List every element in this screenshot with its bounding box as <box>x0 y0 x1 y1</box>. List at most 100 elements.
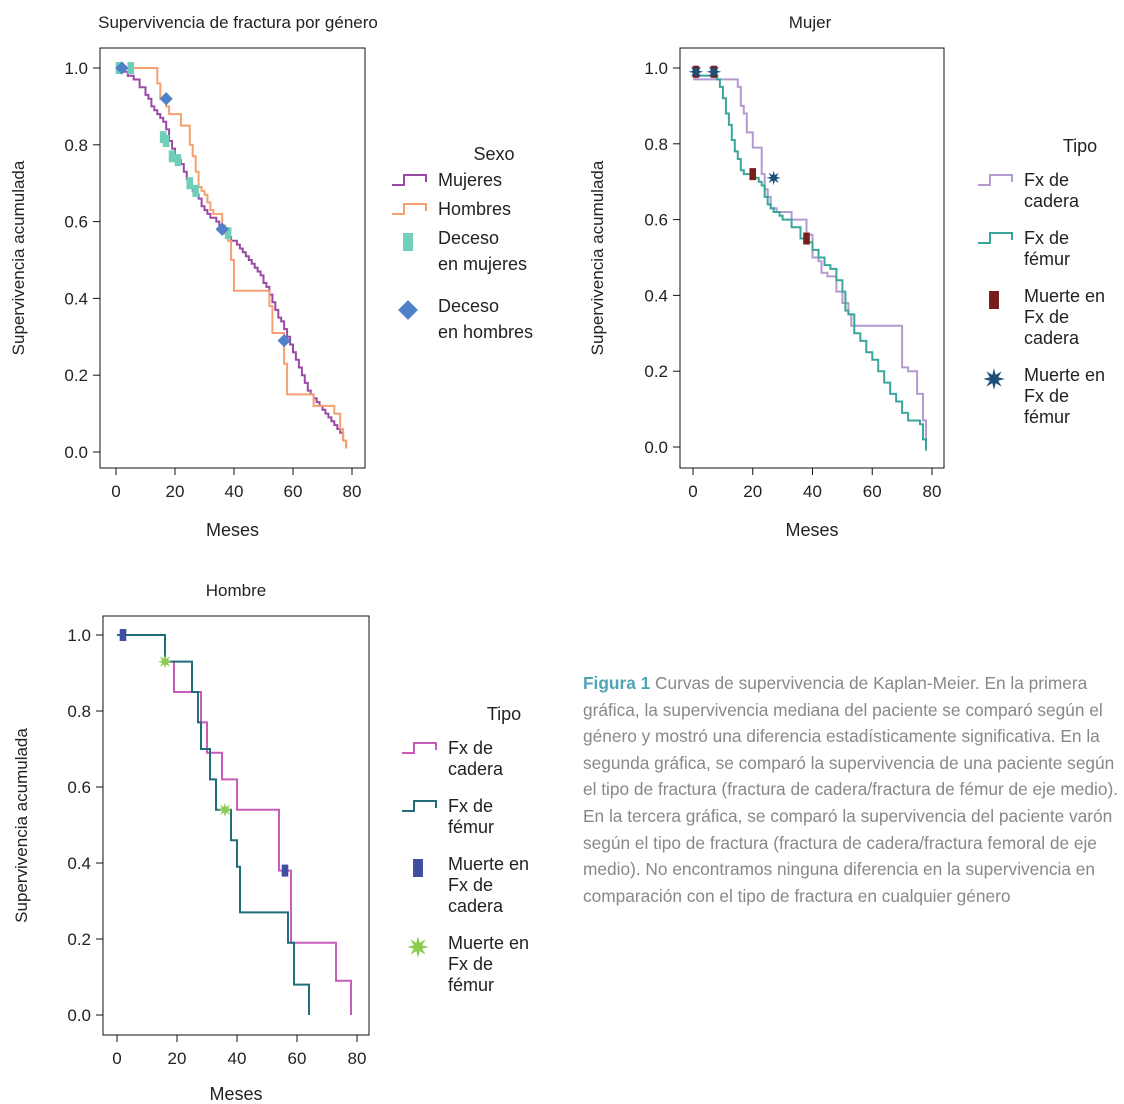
series-line-1 <box>117 634 352 1015</box>
x-tick-label: 60 <box>284 482 303 501</box>
data-point <box>217 802 233 817</box>
data-point <box>281 864 289 877</box>
legend-label-1: Fx de <box>448 738 493 758</box>
data-point <box>168 150 176 163</box>
y-tick-label: 0.4 <box>64 289 88 308</box>
y-tick-label: 0.2 <box>644 362 668 381</box>
legend-label-1: cadera <box>448 759 504 779</box>
x-axis-label: Meses <box>785 520 838 540</box>
x-tick-label: 0 <box>688 482 697 501</box>
x-tick-label: 80 <box>343 482 362 501</box>
legend-swatch-1 <box>402 742 437 754</box>
y-tick-label: 0.4 <box>644 286 668 305</box>
legend-label-3: Fx de <box>448 875 493 895</box>
x-tick-label: 0 <box>112 1049 121 1068</box>
legend-label-1: Mujeres <box>438 170 502 190</box>
chart-2: Mujer 0 20 40 60 80 Meses 0.0 0.2 0.4 0.6 0.8 1.0 Sup… <box>588 13 1105 540</box>
x-tick-label: 40 <box>228 1049 247 1068</box>
plot-frame <box>102 615 370 1036</box>
y-axis: 0.0 0.2 0.4 0.6 0.8 1.0 <box>644 59 680 457</box>
y-axis: 0.0 0.2 0.4 0.6 0.8 1.0 <box>64 59 100 462</box>
data-point <box>127 62 135 74</box>
legend-swatch-1 <box>392 174 427 186</box>
legend-label-3: Deceso <box>438 228 499 248</box>
series-line-1 <box>693 78 927 440</box>
legend-label-3: cadera <box>1024 328 1080 348</box>
y-tick-label: 0.6 <box>67 778 91 797</box>
x-axis-label: Meses <box>206 520 259 540</box>
data-point <box>766 170 781 186</box>
y-tick-label: 0.4 <box>67 854 91 873</box>
figure-label: Figura 1 <box>583 673 651 693</box>
data-point <box>115 61 129 75</box>
marker-group-1 <box>119 629 289 877</box>
y-tick-label: 0.8 <box>67 702 91 721</box>
y-tick-label: 0.8 <box>64 136 88 155</box>
data-point <box>157 654 173 669</box>
y-tick-label: 0.8 <box>644 135 668 154</box>
data-point <box>174 154 182 167</box>
figure-caption: Figura 1 Curvas de supervivencia de Kapl… <box>583 670 1123 909</box>
y-tick-label: 1.0 <box>64 59 88 78</box>
caption-text: Curvas de supervivencia de Kaplan-Meier.… <box>583 673 1119 906</box>
x-tick-label: 0 <box>111 482 120 501</box>
x-axis-label: Meses <box>209 1084 262 1104</box>
y-tick-label: 1.0 <box>67 626 91 645</box>
chart-title: Hombre <box>206 581 266 600</box>
x-axis: 0 20 40 60 80 <box>112 1035 366 1068</box>
legend: Sexo Mujeres Hombres Deceso en mujeres Deceso… <box>392 144 533 342</box>
legend-label-4: Fx de <box>448 954 493 974</box>
x-tick-label: 20 <box>168 1049 187 1068</box>
legend-label-3: cadera <box>448 896 504 916</box>
x-tick-label: 80 <box>348 1049 367 1068</box>
y-tick-label: 0.0 <box>67 1006 91 1025</box>
legend-label-2: Hombres <box>438 199 511 219</box>
legend-label-2: Fx de <box>448 796 493 816</box>
x-axis: 0 20 40 60 80 <box>111 468 361 501</box>
legend-label-1: Fx de <box>1024 170 1069 190</box>
legend-label-4: Deceso <box>438 296 499 316</box>
legend-label-3: en mujeres <box>438 254 527 274</box>
marker-group-2 <box>688 64 781 186</box>
legend-label-3: Muerte en <box>1024 286 1105 306</box>
legend-label-4: Muerte en <box>448 933 529 953</box>
marker-group-2 <box>115 61 291 348</box>
legend-swatch-2 <box>402 800 437 812</box>
legend-title: Sexo <box>473 144 514 164</box>
legend-label-4: Muerte en <box>1024 365 1105 385</box>
legend-label-2: Fx de <box>1024 228 1069 248</box>
data-point <box>186 177 194 190</box>
legend-label-2: fémur <box>448 817 494 837</box>
legend-label-4: en hombres <box>438 322 533 342</box>
data-point <box>706 64 722 79</box>
data-point <box>803 232 810 245</box>
data-point <box>688 64 704 79</box>
legend-label-4: fémur <box>1024 407 1070 427</box>
data-point <box>749 168 757 181</box>
x-tick-label: 60 <box>288 1049 307 1068</box>
chart-title: Mujer <box>789 13 832 32</box>
series-line-2 <box>693 74 927 451</box>
x-tick-label: 20 <box>743 482 762 501</box>
y-tick-label: 0.6 <box>644 211 668 230</box>
x-tick-label: 60 <box>863 482 882 501</box>
chart-3: Hombre 0 20 40 60 80 Meses 0.0 0.2 0.4 0.6 0.8 1.0 Su… <box>12 581 529 1104</box>
legend-label-4: Fx de <box>1024 386 1069 406</box>
y-axis-label: Supervivencia acumulada <box>588 160 607 355</box>
data-point <box>215 222 229 236</box>
marker-group-2 <box>157 654 233 817</box>
legend-swatch-3 <box>413 859 423 877</box>
y-axis-label: Supervivencia acumulada <box>9 160 28 355</box>
data-point <box>192 184 199 197</box>
legend-label-4: fémur <box>448 975 494 995</box>
data-point <box>159 92 173 106</box>
data-point <box>224 227 232 240</box>
legend-swatch-2 <box>392 203 427 215</box>
data-point <box>277 334 291 348</box>
data-point <box>162 134 170 147</box>
legend-swatch-4 <box>407 936 429 958</box>
x-tick-label: 80 <box>923 482 942 501</box>
y-tick-label: 1.0 <box>644 59 668 78</box>
